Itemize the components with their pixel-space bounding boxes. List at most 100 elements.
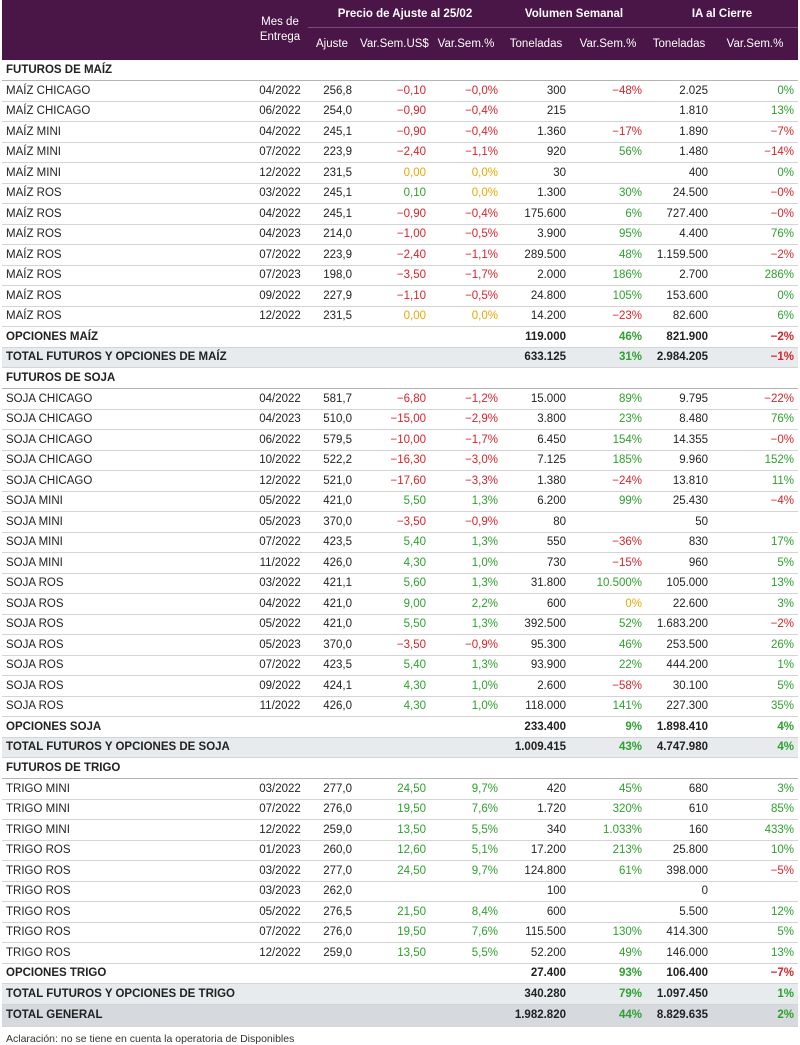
- product-name: SOJA ROS: [2, 593, 252, 615]
- table-row: SOJA CHICAGO 04/2022 581,7 −6,80 −1,2% 15.000…: [2, 388, 799, 410]
- header-mes-line2: Entrega: [259, 31, 301, 43]
- price-var-usd: −16,30: [356, 450, 430, 471]
- price-var-usd: −2,40: [356, 244, 430, 266]
- table-row: MAÍZ ROS 12/2022 231,5 0,00 0,0% 14.200 −23% 82…: [2, 306, 799, 327]
- volume-var-pct: 186%: [570, 265, 646, 286]
- open-interest-var-pct: −4%: [712, 491, 799, 512]
- table-row: TRIGO ROS 05/2022 276,5 21,50 8,4% 600 5.500 12…: [2, 901, 799, 923]
- settlement-price: 227,9: [308, 285, 356, 307]
- volume-tons: 1.300: [502, 183, 570, 204]
- volume-tons: 420: [502, 778, 570, 800]
- price-var-usd: 24,50: [356, 778, 430, 800]
- delivery-month: 03/2023: [252, 881, 308, 902]
- row-label: TOTAL GENERAL: [2, 1004, 502, 1027]
- price-var-pct: −0,4%: [430, 203, 502, 225]
- delivery-month: 01/2023: [252, 840, 308, 861]
- product-name: TRIGO ROS: [2, 881, 252, 902]
- delivery-month: 12/2022: [252, 470, 308, 492]
- table-row: MAÍZ ROS 04/2023 214,0 −1,00 −0,5% 3.900 95% 4.…: [2, 224, 799, 245]
- section-header: FUTUROS DE MAÍZ: [2, 60, 799, 81]
- header-precio-group: Precio de Ajuste al 25/02: [308, 0, 502, 28]
- table-row: MAÍZ CHICAGO 06/2022 254,0 −0,90 −0,4% 215 1.8…: [2, 101, 799, 122]
- table-row: TRIGO ROS 07/2022 276,0 19,50 7,6% 115.500 130…: [2, 922, 799, 943]
- open-interest-var-pct: 17%: [712, 532, 799, 553]
- price-var-pct: −1,7%: [430, 265, 502, 286]
- open-interest-var-pct: [712, 511, 799, 533]
- open-interest-tons: 8.480: [646, 409, 712, 430]
- settlement-price: 223,9: [308, 142, 356, 163]
- product-name: TRIGO MINI: [2, 799, 252, 820]
- price-var-pct: −0,5%: [430, 224, 502, 245]
- delivery-month: 12/2022: [252, 819, 308, 841]
- product-name: SOJA ROS: [2, 573, 252, 594]
- volume-var-pct: 95%: [570, 224, 646, 245]
- delivery-month: 07/2022: [252, 922, 308, 943]
- price-var-usd: −1,00: [356, 224, 430, 245]
- volume-tons: 80: [502, 511, 570, 533]
- price-var-usd: −10,00: [356, 429, 430, 451]
- volume-var-pct: 23%: [570, 409, 646, 430]
- volume-tons: 600: [502, 593, 570, 615]
- table-row: SOJA CHICAGO 06/2022 579,5 −10,00 −1,7% 6.450…: [2, 429, 799, 451]
- volume-var-pct: 99%: [570, 491, 646, 512]
- delivery-month: 07/2023: [252, 265, 308, 286]
- volume-var-pct: 185%: [570, 450, 646, 471]
- price-var-usd: [356, 881, 430, 902]
- open-interest-tons: 1.159.500: [646, 244, 712, 266]
- open-interest-tons: 0: [646, 881, 712, 902]
- product-name: MAÍZ ROS: [2, 224, 252, 245]
- delivery-month: 03/2022: [252, 860, 308, 882]
- open-interest-tons: 9.795: [646, 388, 712, 410]
- volume-tons: 550: [502, 532, 570, 553]
- product-name: TRIGO ROS: [2, 840, 252, 861]
- open-interest-var-pct: −2%: [712, 614, 799, 635]
- open-interest-var-pct: 0%: [712, 285, 799, 307]
- product-name: MAÍZ ROS: [2, 244, 252, 266]
- price-var-usd: 19,50: [356, 799, 430, 820]
- options-row: OPCIONES SOJA 233.400 9% 1.898.410 4%: [2, 716, 799, 738]
- open-interest-var-pct: −7%: [712, 121, 799, 143]
- open-interest-var-pct: −2%: [712, 244, 799, 266]
- row-label: TOTAL FUTUROS Y OPCIONES DE SOJA: [2, 737, 502, 758]
- price-var-usd: −6,80: [356, 388, 430, 410]
- delivery-month: 10/2022: [252, 450, 308, 471]
- delivery-month: 07/2022: [252, 142, 308, 163]
- price-var-usd: 21,50: [356, 901, 430, 923]
- volume-var-pct: 43%: [570, 737, 646, 758]
- price-var-pct: −0,4%: [430, 101, 502, 122]
- volume-var-pct: [570, 881, 646, 902]
- price-var-usd: 5,50: [356, 614, 430, 635]
- row-label: OPCIONES MAÍZ: [2, 326, 502, 348]
- table-row: SOJA ROS 05/2023 370,0 −3,50 −0,9% 95.300 46% 2…: [2, 634, 799, 656]
- price-var-pct: 0,0%: [430, 162, 502, 184]
- settlement-price: 581,7: [308, 388, 356, 410]
- header-ajuste: Ajuste: [316, 38, 348, 50]
- volume-var-pct: [570, 901, 646, 923]
- open-interest-tons: 8.829.635: [646, 1004, 712, 1027]
- table-row: MAÍZ MINI 07/2022 223,9 −2,40 −1,1% 920 56% 1.4…: [2, 142, 799, 163]
- delivery-month: 04/2022: [252, 593, 308, 615]
- open-interest-var-pct: 10%: [712, 840, 799, 861]
- product-name: TRIGO ROS: [2, 901, 252, 923]
- open-interest-var-pct: 12%: [712, 901, 799, 923]
- header-vol-var: Var.Sem.%: [579, 38, 637, 50]
- price-var-pct: 1,3%: [430, 614, 502, 635]
- price-var-pct: 9,7%: [430, 778, 502, 800]
- product-name: SOJA ROS: [2, 614, 252, 635]
- volume-var-pct: 44%: [570, 1004, 646, 1027]
- open-interest-tons: 13.810: [646, 470, 712, 492]
- price-var-usd: 13,50: [356, 819, 430, 841]
- volume-tons: 1.380: [502, 470, 570, 492]
- product-name: SOJA MINI: [2, 511, 252, 533]
- delivery-month: 03/2022: [252, 183, 308, 204]
- section-header: FUTUROS DE TRIGO: [2, 757, 799, 779]
- futures-table: Mes de Entrega Precio de Ajuste al 25/02…: [2, 0, 799, 1027]
- delivery-month: 12/2022: [252, 162, 308, 184]
- volume-var-pct: [570, 511, 646, 533]
- volume-var-pct: 45%: [570, 778, 646, 800]
- settlement-price: 256,8: [308, 80, 356, 102]
- volume-tons: 1.009.415: [502, 737, 570, 758]
- volume-var-pct: 49%: [570, 942, 646, 964]
- volume-var-pct: −36%: [570, 532, 646, 553]
